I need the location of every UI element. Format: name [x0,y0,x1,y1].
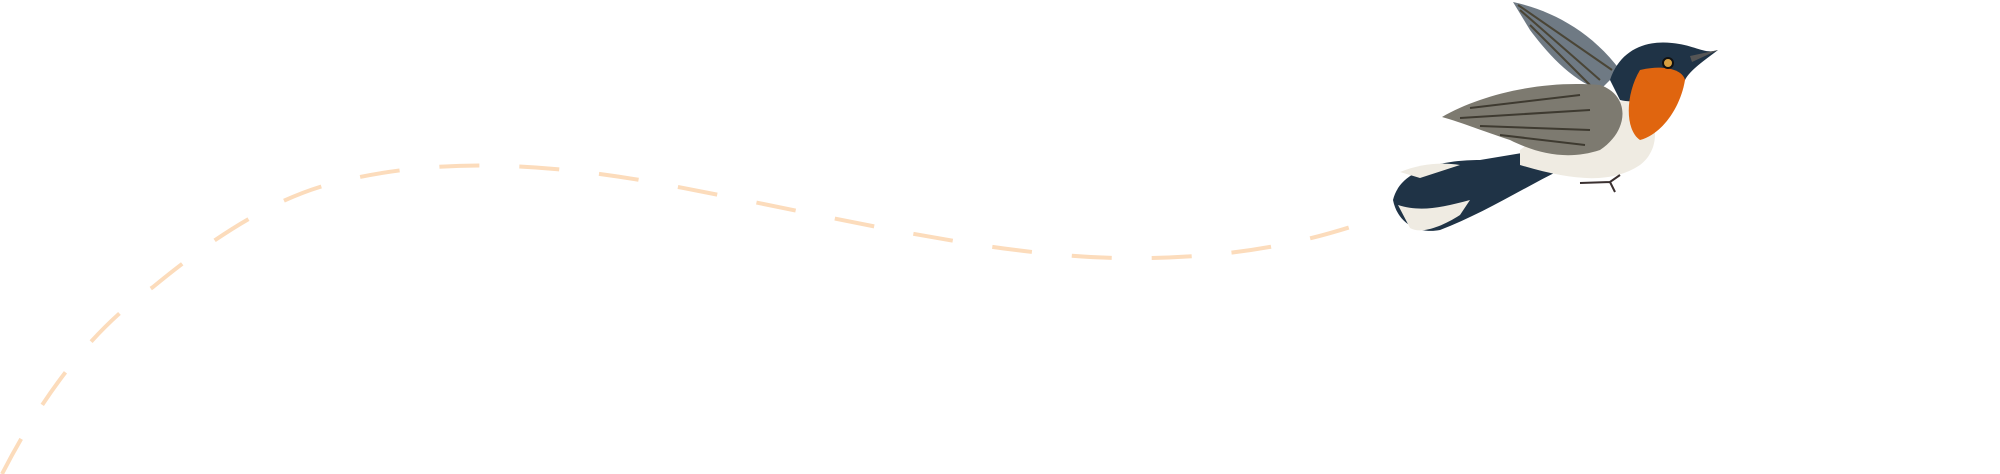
bird-illustration [1393,2,1718,231]
flight-path-dashed-line [0,163,1361,474]
